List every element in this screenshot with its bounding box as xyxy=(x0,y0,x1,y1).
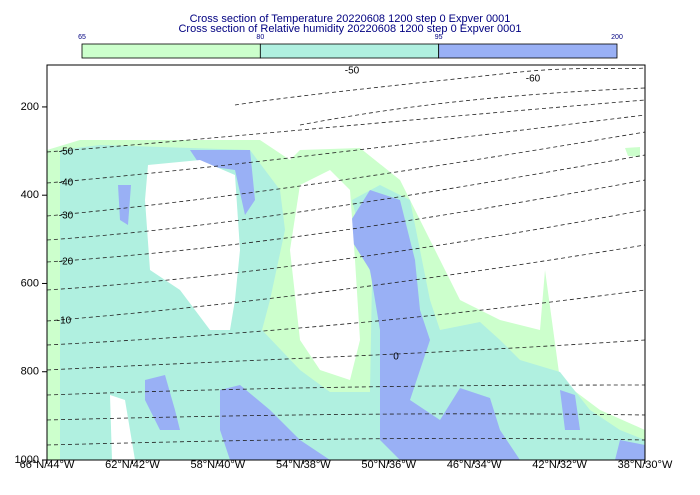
temperature-contours xyxy=(46,67,646,446)
y-tick-label: 200 xyxy=(21,101,39,113)
x-tick-label: 62°N/42°W xyxy=(105,459,160,471)
y-tick-label: 600 xyxy=(21,277,39,289)
colorbar-label: 200 xyxy=(611,34,623,41)
x-tick-label: 46°N/34°W xyxy=(447,459,502,471)
y-tick-label: 800 xyxy=(21,366,39,378)
contour-label: -10 xyxy=(57,316,72,327)
contour-label: -50 xyxy=(59,147,74,158)
chart-title: Cross section of Relative humidity 20220… xyxy=(178,23,521,35)
rh-65-80-region xyxy=(625,147,640,157)
rh-95-200-regions xyxy=(118,150,645,460)
contour-label: -50 xyxy=(345,66,360,77)
contour-label: 0 xyxy=(393,352,399,363)
colorbar-label: 80 xyxy=(256,34,264,41)
x-tick-label: 42°N/32°W xyxy=(532,459,587,471)
plot-area xyxy=(46,64,646,461)
contour-label: -40 xyxy=(59,178,74,189)
chart-title: Cross section of Temperature 20220608 12… xyxy=(190,13,511,25)
x-tick-label: 66°N/44°W xyxy=(20,459,75,471)
colorbar-segment xyxy=(81,43,261,59)
plot-frame xyxy=(46,64,646,461)
colorbar-segment xyxy=(438,43,618,59)
x-tick-label: 54°N/38°W xyxy=(276,459,331,471)
colorbar-segment xyxy=(259,43,440,59)
colorbar-label: 95 xyxy=(435,34,443,41)
contour-label: -30 xyxy=(59,211,74,222)
contour-label: -60 xyxy=(526,74,541,85)
y-tick-label: 400 xyxy=(21,189,39,201)
x-tick-label: 50°N/36°W xyxy=(361,459,416,471)
colorbar-label: 65 xyxy=(78,34,86,41)
y-tick-label: 1000 xyxy=(15,454,39,466)
contour-label: -20 xyxy=(59,257,74,268)
x-tick-label: 38°N/30°W xyxy=(618,459,673,471)
x-tick-label: 58°N/40°W xyxy=(191,459,246,471)
